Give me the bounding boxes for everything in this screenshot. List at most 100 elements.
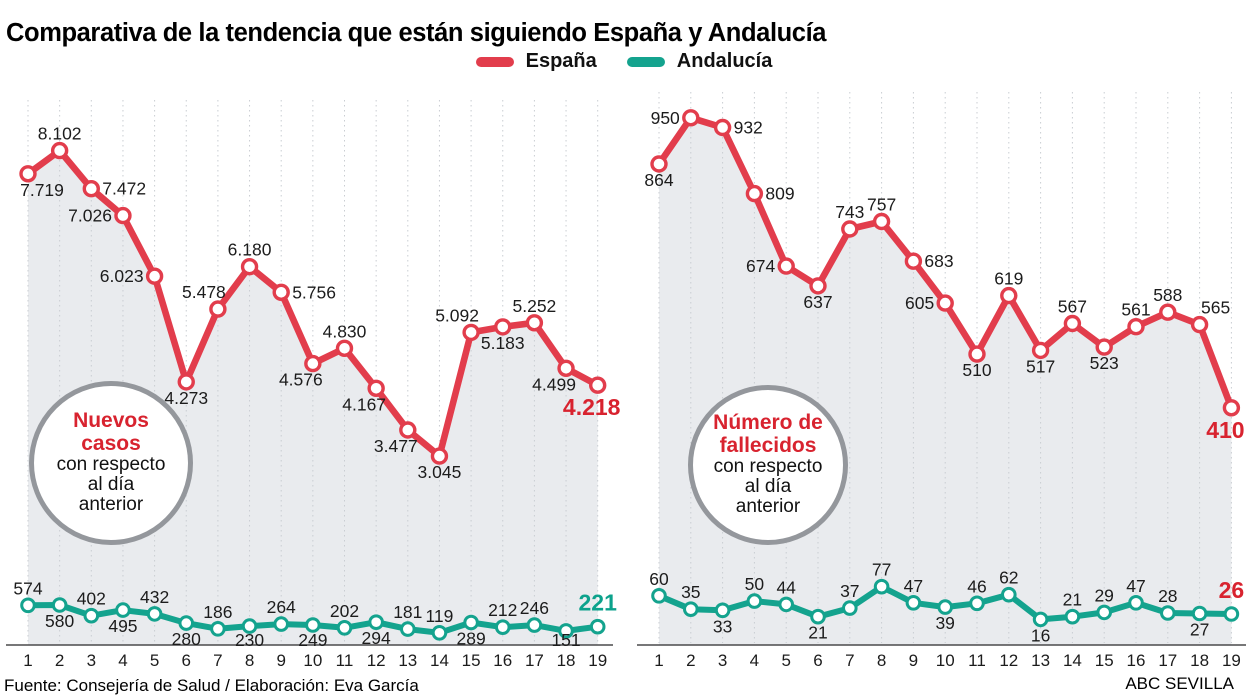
data-point-label: 6.023 <box>100 266 144 286</box>
data-point-marker <box>146 606 163 622</box>
legend-item-espana: España <box>475 50 597 73</box>
data-point-label: 280 <box>172 629 201 649</box>
x-tick-label: 7 <box>845 651 854 670</box>
data-point-label: 5.183 <box>481 333 525 353</box>
data-point-label: 50 <box>745 574 765 594</box>
data-point-label: 249 <box>298 630 327 650</box>
legend-item-andalucia: Andalucía <box>626 50 772 73</box>
data-point-label: 932 <box>734 118 763 138</box>
data-point-marker <box>1159 303 1177 321</box>
data-point-label: 4.830 <box>323 321 367 341</box>
data-point-label: 33 <box>713 616 732 636</box>
data-point-marker <box>589 376 607 394</box>
data-point-label: 565 <box>1201 298 1230 318</box>
data-point-marker <box>431 625 448 641</box>
data-point-marker <box>20 597 36 614</box>
data-point-label: 4.273 <box>164 388 208 408</box>
data-point-marker <box>841 220 859 238</box>
data-point-marker <box>872 212 891 231</box>
data-point-marker <box>304 354 322 373</box>
final-value-label: 410 <box>1206 417 1244 443</box>
annotation-highlight: Nuevos casos <box>73 409 149 455</box>
x-tick-label: 7 <box>213 651 222 670</box>
data-point-marker <box>557 359 575 377</box>
legend-swatch-espana <box>475 56 514 67</box>
data-point-marker <box>873 578 890 595</box>
data-point-label: 29 <box>1094 585 1113 605</box>
data-point-label: 181 <box>393 602 422 622</box>
data-point-marker <box>209 300 227 318</box>
data-point-label: 62 <box>999 568 1018 588</box>
data-point-marker <box>1160 605 1176 621</box>
x-tick-label: 2 <box>686 651 695 670</box>
data-point-marker <box>809 277 827 295</box>
data-point-marker <box>842 600 858 616</box>
data-point-label: 27 <box>1190 620 1209 640</box>
x-tick-label: 4 <box>118 651 127 670</box>
x-tick-label: 15 <box>462 651 481 670</box>
data-point-label: 77 <box>872 560 891 580</box>
x-tick-label: 10 <box>936 651 955 670</box>
data-point-marker <box>83 607 100 624</box>
data-point-marker <box>904 252 923 270</box>
data-point-label: 44 <box>776 577 796 597</box>
data-point-marker <box>905 595 922 611</box>
data-point-label: 674 <box>746 256 775 276</box>
data-point-marker <box>968 345 986 363</box>
x-tick-label: 17 <box>525 651 544 670</box>
x-tick-label: 1 <box>23 651 32 670</box>
data-point-label: 605 <box>905 293 934 313</box>
data-point-label: 16 <box>1031 625 1050 645</box>
data-point-label: 864 <box>644 170 673 190</box>
data-point-marker <box>305 617 321 633</box>
data-point-marker <box>937 599 954 615</box>
x-tick-label: 8 <box>877 651 886 670</box>
data-point-label: 246 <box>520 598 549 618</box>
data-point-label: 264 <box>267 597 296 617</box>
data-point-marker <box>1095 338 1113 356</box>
x-tick-label: 6 <box>813 651 822 670</box>
annotation-highlight: Número de fallecidos <box>713 411 823 457</box>
data-point-label: 7.719 <box>20 180 64 200</box>
x-tick-label: 2 <box>55 651 64 670</box>
data-point-marker <box>1222 399 1241 417</box>
data-point-marker <box>1001 586 1017 603</box>
chart-nuevos-casos: 1 2 3 4 5 6 7 8 9 10 11 12 13 14 15 16 17 18 1957458040249… <box>6 100 621 670</box>
x-tick-label: 3 <box>718 651 727 670</box>
data-point-marker <box>714 602 731 619</box>
data-point-label: 743 <box>835 202 864 222</box>
x-tick-label: 9 <box>909 651 918 670</box>
data-point-label: 950 <box>651 108 680 128</box>
data-point-label: 294 <box>362 628 391 648</box>
data-point-label: 212 <box>488 600 517 620</box>
x-tick-label: 18 <box>1190 651 1209 670</box>
data-point-marker <box>1031 341 1050 360</box>
data-point-marker <box>1000 286 1018 305</box>
data-point-label: 3.045 <box>418 462 462 482</box>
x-tick-label: 15 <box>1095 651 1114 670</box>
data-point-marker <box>114 206 132 225</box>
data-point-label: 47 <box>1126 576 1145 596</box>
x-tick-label: 11 <box>968 651 986 670</box>
annotation-text: con respecto al día anterior <box>56 453 166 516</box>
data-point-label: 39 <box>935 613 954 633</box>
series-espana: 7.719 8.102 7.472 7.026 6.023 4.273 5.478 6.180… <box>19 124 621 482</box>
area-fill <box>28 150 598 645</box>
x-tick-label: 13 <box>398 651 417 670</box>
x-tick-label: 14 <box>430 651 449 670</box>
data-point-marker <box>400 621 416 637</box>
data-point-label: 60 <box>649 569 669 589</box>
annotation-text: con respecto al día anterior <box>713 455 823 518</box>
data-point-marker <box>177 373 195 391</box>
page-title: Comparativa de la tendencia que están si… <box>6 19 827 48</box>
data-point-label: 6.180 <box>228 240 272 260</box>
x-tick-label: 4 <box>750 651 759 670</box>
data-point-label: 5.252 <box>513 296 557 316</box>
data-point-marker <box>589 618 606 635</box>
x-tick-label: 6 <box>182 651 191 670</box>
data-point-marker <box>82 179 101 198</box>
x-tick-label: 1 <box>654 651 663 670</box>
x-tick-label: 9 <box>276 651 285 670</box>
data-point-label: 151 <box>551 630 580 650</box>
